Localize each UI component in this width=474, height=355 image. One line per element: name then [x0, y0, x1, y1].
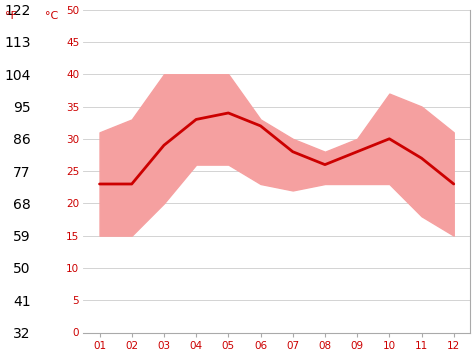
Text: °F: °F [5, 11, 17, 21]
Text: °C: °C [45, 11, 58, 21]
